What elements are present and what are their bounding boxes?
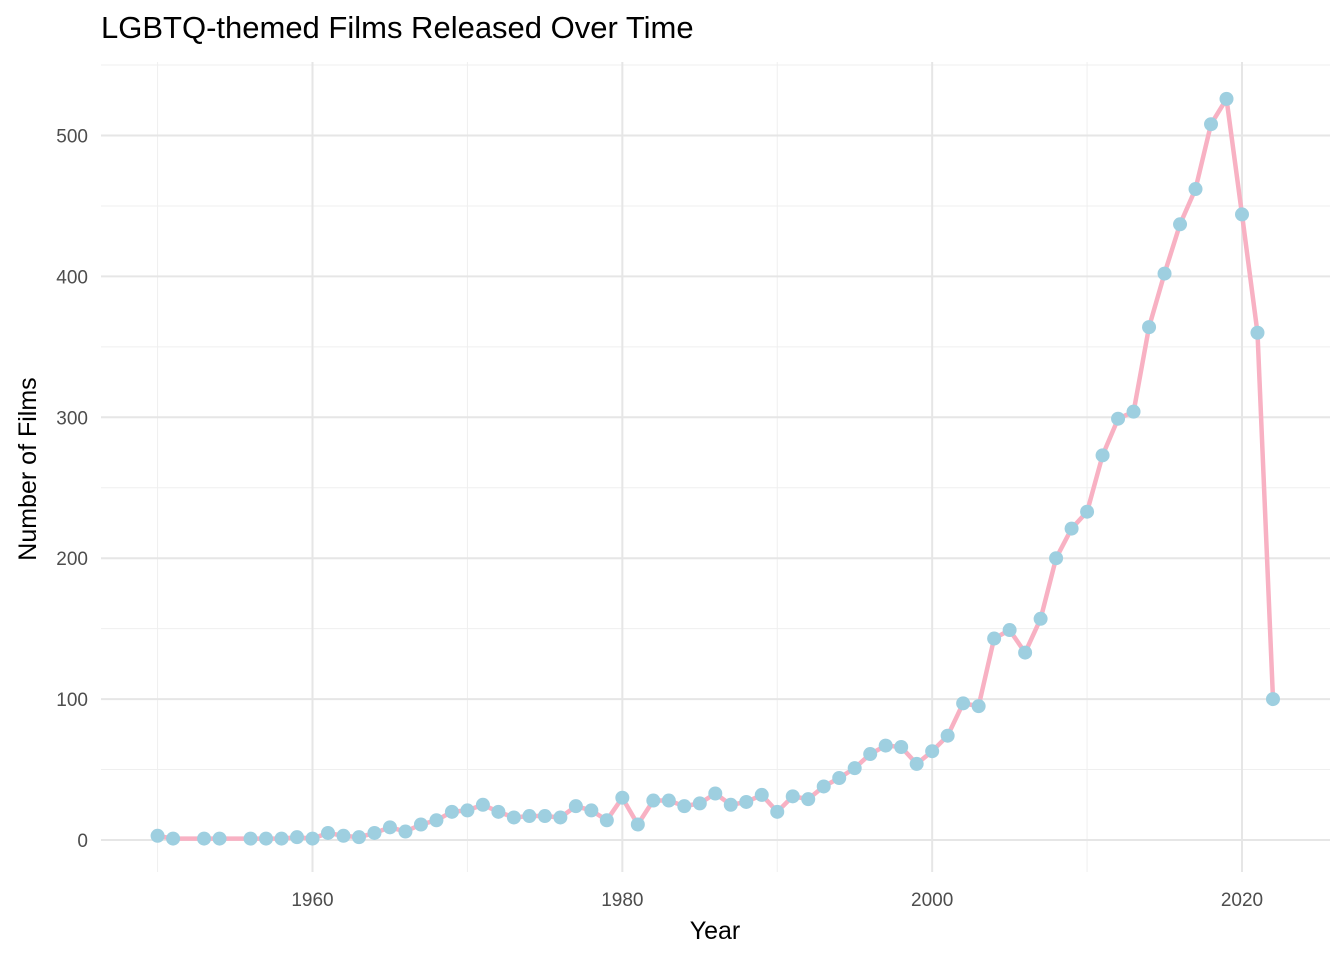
- data-point: [1219, 91, 1234, 106]
- data-point: [1002, 623, 1017, 638]
- y-tick-label: 200: [56, 549, 88, 570]
- data-point: [413, 817, 428, 832]
- data-point: [259, 831, 274, 846]
- data-point: [522, 809, 537, 824]
- data-point: [1250, 325, 1265, 340]
- data-point: [909, 756, 924, 771]
- data-point: [305, 831, 320, 846]
- data-point: [274, 831, 289, 846]
- data-point: [553, 810, 568, 825]
- data-point: [739, 794, 754, 809]
- data-point: [491, 804, 506, 819]
- data-point: [801, 792, 816, 807]
- data-point: [1126, 404, 1141, 419]
- data-point: [1204, 117, 1219, 132]
- data-point: [677, 799, 692, 814]
- data-point: [290, 830, 305, 845]
- data-point: [630, 817, 645, 832]
- data-point: [1142, 320, 1157, 335]
- data-point: [832, 771, 847, 786]
- data-point: [351, 830, 366, 845]
- data-point: [987, 631, 1002, 646]
- data-point: [940, 728, 955, 743]
- data-point: [537, 809, 552, 824]
- x-tick-label: 2020: [1221, 890, 1263, 911]
- data-point: [754, 787, 769, 802]
- data-point: [444, 804, 459, 819]
- data-point: [646, 793, 661, 808]
- data-point: [894, 740, 909, 755]
- data-point: [320, 825, 335, 840]
- data-point: [1064, 521, 1079, 536]
- y-axis-label: Number of Films: [14, 377, 42, 560]
- x-tick-label: 1980: [601, 890, 643, 911]
- y-tick-label: 300: [56, 408, 88, 429]
- data-point: [661, 793, 676, 808]
- data-point: [878, 738, 893, 753]
- data-point: [475, 797, 490, 812]
- data-point: [1157, 266, 1172, 281]
- data-point: [460, 803, 475, 818]
- data-point: [847, 761, 862, 776]
- data-point: [398, 824, 413, 839]
- data-point: [971, 699, 986, 714]
- data-point: [1095, 448, 1110, 463]
- data-point: [197, 831, 212, 846]
- chart-title: LGBTQ-themed Films Released Over Time: [101, 10, 694, 45]
- data-point: [382, 820, 397, 835]
- data-point: [1111, 411, 1126, 426]
- data-point: [336, 828, 351, 843]
- data-point: [1173, 217, 1188, 232]
- data-point: [925, 744, 940, 759]
- data-point: [599, 813, 614, 828]
- data-point: [166, 831, 181, 846]
- data-point: [1265, 692, 1280, 707]
- y-tick-label: 500: [56, 127, 88, 148]
- data-point: [816, 779, 831, 794]
- x-tick-label: 1960: [291, 890, 333, 911]
- data-point: [367, 825, 382, 840]
- data-point: [212, 831, 227, 846]
- data-point: [584, 803, 599, 818]
- data-point: [863, 747, 878, 762]
- data-point: [1188, 182, 1203, 197]
- data-point: [1033, 611, 1048, 626]
- data-point: [956, 696, 971, 711]
- x-tick-label: 2000: [911, 890, 953, 911]
- y-tick-label: 0: [77, 831, 88, 852]
- data-point: [785, 789, 800, 804]
- data-point: [708, 786, 723, 801]
- data-point: [770, 804, 785, 819]
- data-point: [1049, 551, 1064, 566]
- data-point: [615, 790, 630, 805]
- data-point: [1080, 504, 1095, 519]
- data-point: [1018, 645, 1033, 660]
- series-line: [155, 96, 1276, 841]
- data-point: [692, 796, 707, 811]
- data-point: [150, 828, 165, 843]
- y-tick-label: 100: [56, 690, 88, 711]
- data-point: [723, 797, 738, 812]
- data-point: [1235, 207, 1249, 222]
- data-point: [506, 810, 521, 825]
- data-point: [429, 813, 444, 828]
- data-point: [568, 799, 583, 814]
- data-point: [243, 831, 258, 846]
- x-axis-label: Year: [690, 917, 741, 945]
- y-tick-label: 400: [56, 267, 88, 288]
